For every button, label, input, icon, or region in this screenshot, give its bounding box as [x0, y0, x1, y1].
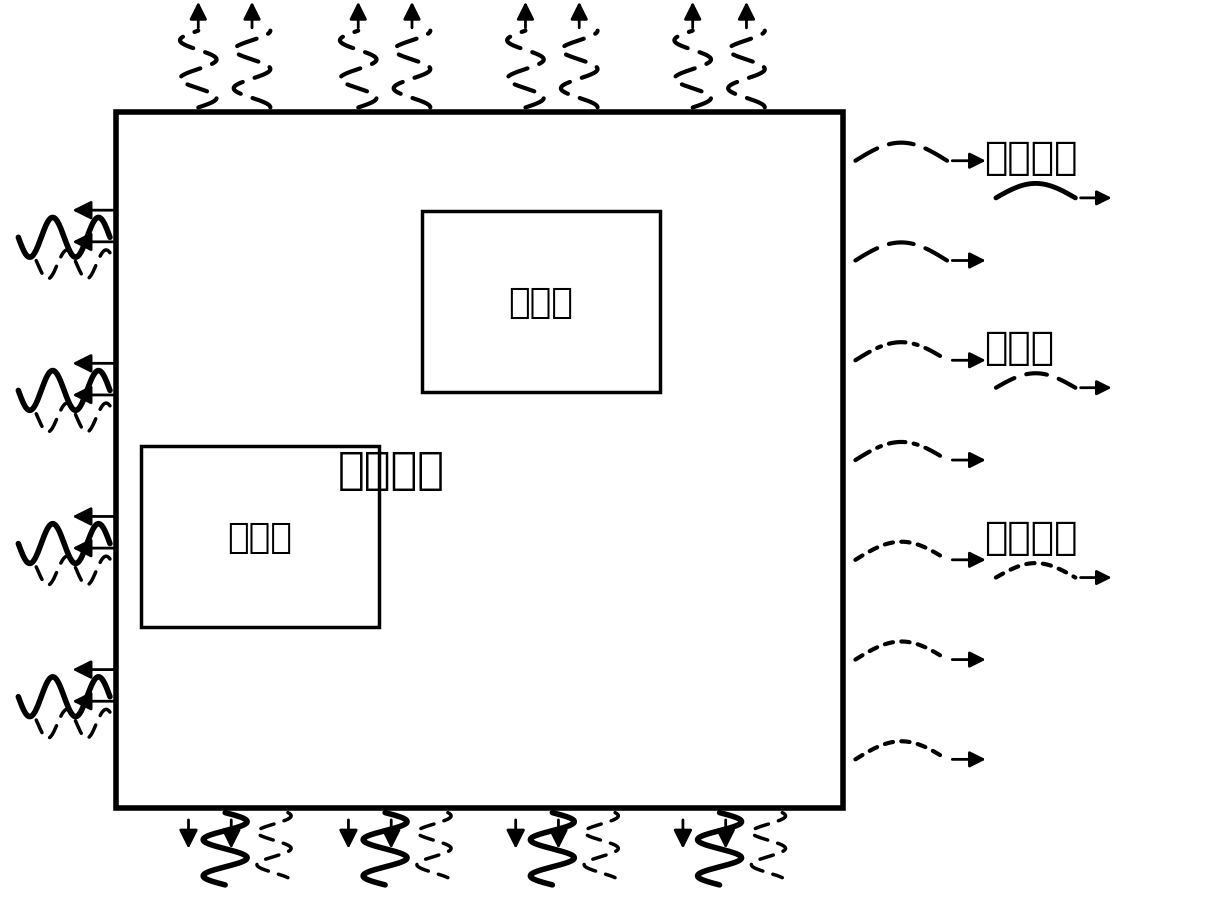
Bar [141, 447, 379, 628]
Bar [422, 212, 660, 393]
Text: 内含物: 内含物 [227, 520, 292, 554]
Text: 辐射信号: 辐射信号 [984, 518, 1078, 556]
Text: 热信号: 热信号 [984, 329, 1053, 367]
Text: 入射激光: 入射激光 [984, 139, 1078, 177]
Text: 背景材料: 背景材料 [337, 448, 445, 491]
Text: 内含物: 内含物 [508, 285, 573, 320]
Bar [116, 113, 843, 808]
